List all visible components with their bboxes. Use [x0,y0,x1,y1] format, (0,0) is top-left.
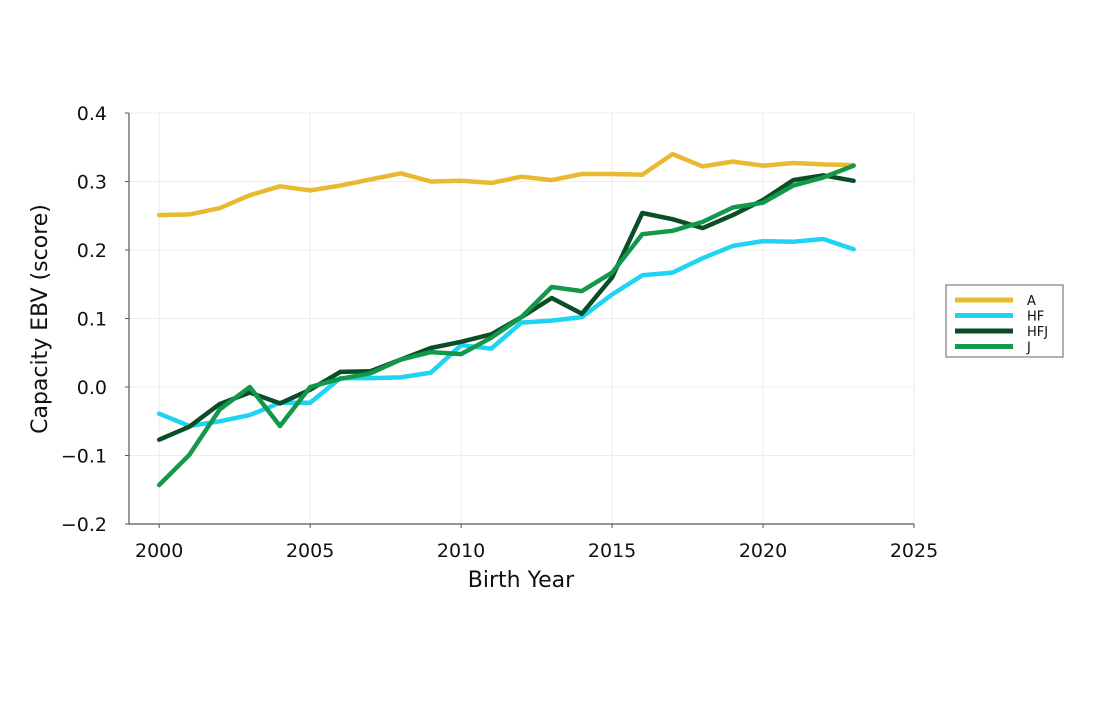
y-tick-label: 0.1 [77,309,107,331]
x-tick-label: 2000 [135,540,183,562]
series-line-hfj [156,173,856,442]
y-tick-label: 0.4 [77,103,107,125]
tick-labels: 2000 2005 2010 2015 2020 2025 −0.2 −0.1 0.0 0.1 0.… [61,103,938,562]
series-line-a [156,151,856,218]
x-axis-title: Birth Year [468,568,575,593]
y-tick-label: −0.2 [61,514,107,536]
legend-label-hfj: HFJ [1027,325,1048,340]
x-tick-label: 2005 [286,540,334,562]
y-tick-label: 0.0 [77,377,107,399]
legend-label-a: A [1027,294,1036,309]
x-tick-label: 2025 [890,540,938,562]
y-tick-label: −0.1 [61,446,107,468]
grid-lines [129,112,915,525]
y-tick-label: 0.3 [77,172,107,194]
x-tick-label: 2020 [739,540,787,562]
series-lines [156,151,856,488]
axes [125,112,915,528]
series-line-hf [156,236,856,429]
y-tick-label: 0.2 [77,240,107,262]
y-axis-title: Capacity EBV (score) [28,204,53,434]
x-tick-label: 2015 [588,540,636,562]
legend-label-hf: HF [1027,310,1044,325]
legend-label-j: J [1026,341,1031,356]
x-tick-label: 2010 [437,540,485,562]
series-line-j [156,163,856,488]
